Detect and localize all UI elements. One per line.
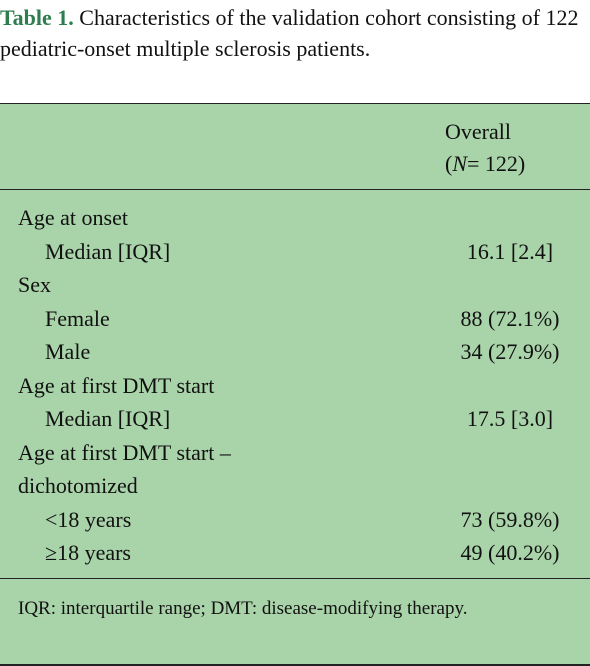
group-row: Sex [0, 268, 590, 302]
table-row: <18 years 73 (59.8%) [0, 503, 590, 537]
group-row: Age at first DMT start [0, 369, 590, 403]
table-row: ≥18 years 49 (40.2%) [0, 536, 590, 570]
header-part: = 122) [467, 151, 526, 176]
group-label: Age at onset [18, 205, 128, 230]
table-header: Overall (N= 122) [0, 104, 590, 190]
caption: Table 1. Characteristics of the validati… [0, 2, 580, 64]
table-row: Male 34 (27.9%) [0, 335, 590, 369]
row-value: 49 (40.2%) [460, 540, 560, 565]
row-label: Male [45, 339, 91, 364]
group-row: Age at onset [0, 201, 590, 235]
group-row: Age at first DMT start – dichotomized [0, 436, 590, 503]
header-text: Overall [445, 119, 511, 144]
row-value: 34 (27.9%) [460, 339, 560, 364]
row-value: 16.1 [2.4] [466, 238, 554, 264]
row-label: Median [IQR] [45, 238, 171, 264]
group-label: Sex [18, 272, 51, 297]
row-label: Median [IQR] [45, 406, 171, 431]
group-label: Age at first DMT start [18, 372, 215, 398]
table-footnote: IQR: interquartile range; DMT: disease-m… [0, 578, 590, 665]
table: Overall (N= 122) Age at onset Median [IQR… [0, 103, 590, 666]
table-row: Median [IQR] 17.5 [3.0] [0, 402, 590, 436]
footnote: IQR: interquartile range; DMT: disease-m… [18, 598, 468, 619]
row-label: ≥18 years [45, 540, 131, 565]
row-value: 73 (59.8%) [460, 506, 560, 532]
group-label: Age at first DMT start – dichotomized [18, 439, 231, 499]
header-part: ( [445, 151, 453, 176]
row-value: 17.5 [3.0] [466, 406, 554, 431]
row-label: <18 years [45, 506, 132, 532]
header-variable: N [452, 151, 468, 176]
row-value: 88 (72.1%) [460, 305, 560, 331]
table-row: Median [IQR] 16.1 [2.4] [0, 235, 590, 269]
table-row: Female 88 (72.1%) [0, 302, 590, 336]
row-label: Female [45, 305, 110, 331]
header-text: (N= 122) [445, 148, 525, 179]
caption-label: Table 1. [0, 5, 74, 30]
caption-text: Characteristics of the validation cohort… [0, 5, 579, 61]
table-body: Age at onset Median [IQR] 16.1 [2.4] Sex Fem… [0, 201, 590, 570]
